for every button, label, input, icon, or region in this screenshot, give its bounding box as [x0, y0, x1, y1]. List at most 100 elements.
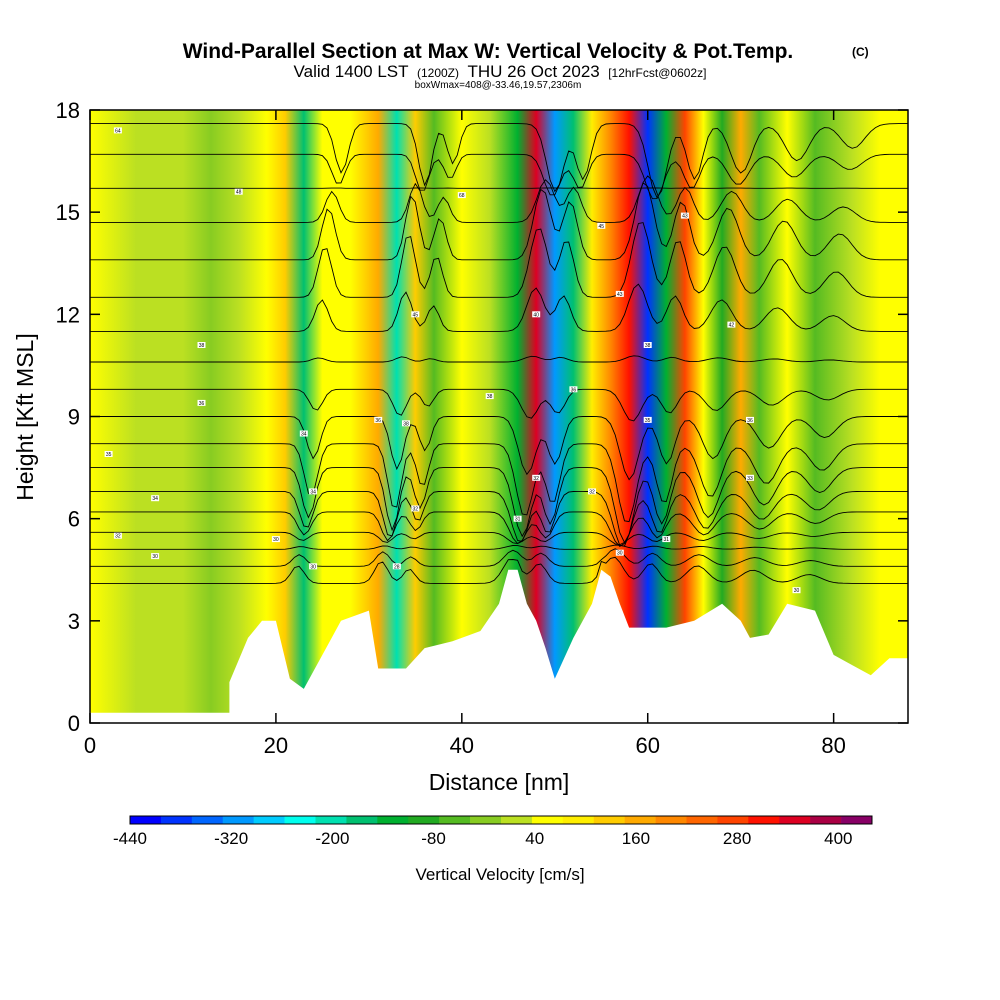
contour-label: 30 — [273, 537, 279, 543]
theta-contour — [90, 548, 908, 567]
subtitle-forecast: [12hrFcst@0602z] — [608, 66, 706, 80]
colorbar-swatch — [408, 816, 440, 824]
theta-contour — [90, 531, 908, 546]
contour-label-bg — [662, 536, 671, 543]
contour-label-bg — [271, 536, 280, 543]
colorbar-swatch — [501, 816, 533, 824]
contour-label-bg — [792, 587, 801, 594]
theta-contour — [90, 467, 908, 544]
contour-label: 32 — [589, 489, 595, 495]
contour-label-bg — [485, 393, 494, 400]
contour-label: 36 — [375, 418, 381, 424]
colorbar — [129, 815, 873, 825]
contour-label: 30 — [794, 588, 800, 594]
contour-label-bg — [411, 505, 420, 512]
contour-label-bg — [643, 342, 652, 348]
theta-contour — [90, 355, 908, 363]
contour-label-bg — [374, 416, 383, 423]
contour-label-bg — [532, 474, 541, 481]
contour-label-bg — [746, 416, 754, 423]
theta-contour — [90, 388, 908, 422]
contour-label: 40 — [533, 312, 539, 318]
contour-label-bg — [643, 416, 652, 423]
colorbar-swatch — [284, 816, 316, 824]
contour-label: 35 — [645, 418, 651, 424]
contour-label-bg — [309, 488, 318, 495]
colorbar-swatch — [253, 816, 285, 824]
colorbar-swatch — [470, 816, 502, 824]
theta-contour — [90, 222, 908, 298]
contour-label-bg — [597, 222, 606, 229]
colorbar-swatch — [191, 816, 224, 824]
colorbar-swatch — [748, 816, 780, 824]
contour-label: 34 — [152, 496, 158, 502]
contour-label: 35 — [106, 452, 112, 458]
colorbar-swatch — [346, 816, 378, 824]
colorbar-tick-label: 40 — [525, 829, 544, 848]
colorbar-swatch — [655, 816, 687, 824]
contour-label: 36 — [747, 418, 753, 424]
y-axis-label: Height [Kft MSL] — [12, 333, 38, 500]
subtitle-date: THU 26 Oct 2023 — [467, 62, 599, 81]
theta-contour — [90, 182, 908, 261]
y-tick-label: 15 — [56, 200, 80, 225]
theta-contours — [90, 123, 908, 584]
contour-label: 32 — [115, 534, 121, 540]
contour-label: 30 — [310, 564, 316, 570]
chart-subtitle: Valid 1400 LST (1200Z) THU 26 Oct 2023 [… — [294, 62, 707, 81]
contour-label-bg — [513, 515, 522, 522]
theta-contour — [90, 416, 908, 481]
y-tick-label: 6 — [68, 507, 80, 532]
colorbar-swatch — [377, 816, 409, 824]
contour-label: 43 — [682, 214, 688, 220]
x-axis-label: Distance [nm] — [429, 769, 570, 795]
theta-contour — [90, 153, 908, 200]
colorbar-swatch — [315, 816, 347, 824]
x-tick-label: 20 — [264, 733, 288, 758]
contour-label: 64 — [115, 128, 121, 134]
colorbar-tick-label: -320 — [214, 829, 248, 848]
contour-label-bg — [532, 311, 541, 318]
colorbar-tick-label: 400 — [824, 829, 852, 848]
contour-label-bg — [746, 474, 754, 481]
theta-contour — [90, 283, 908, 332]
colorbar-label: Vertical Velocity [cm/s] — [415, 865, 584, 884]
contour-label: 68 — [459, 193, 465, 199]
contour-label: 31 — [664, 537, 670, 543]
colorbar-swatch — [160, 816, 193, 824]
colorbar-swatch — [439, 816, 471, 824]
contour-label-bg — [309, 563, 318, 570]
contour-label-bg — [680, 212, 689, 219]
contour-label: 43 — [617, 292, 623, 298]
plot-area: 64 48 68 45 43 38 45 40 43 38 42 36 36 38 38 36 35 36 35 34… — [90, 110, 908, 723]
contour-label-bg — [104, 451, 113, 457]
chart-title: Wind-Parallel Section at Max W: Vertical… — [183, 40, 794, 63]
colorbar-swatch — [593, 816, 625, 824]
theta-contour — [90, 443, 908, 523]
y-tick-label: 18 — [56, 98, 80, 123]
contour-label-bg — [411, 311, 420, 318]
colorbar-swatch — [624, 816, 656, 824]
contour-label-bg — [197, 399, 206, 406]
contour-label-bg — [113, 127, 122, 134]
contour-label-bg — [615, 290, 624, 297]
subtitle-valid: Valid 1400 LST — [294, 62, 409, 81]
colorbar-tick-label: -80 — [421, 829, 446, 848]
chart-subtitle-box: boxWmax=408@-33.46,19.57,2306m — [415, 80, 582, 91]
colorbar-tick-label: -200 — [315, 829, 349, 848]
colorbar-swatch — [562, 816, 595, 824]
contour-label: 38 — [487, 394, 493, 400]
contour-label-bg — [113, 532, 122, 539]
y-tick-label: 9 — [68, 405, 80, 430]
contour-label: 33 — [747, 476, 753, 482]
y-tick-label: 3 — [68, 609, 80, 634]
theta-contour — [90, 544, 908, 550]
colorbar-swatch — [222, 816, 254, 824]
contour-label-bg — [151, 495, 160, 502]
theta-contour — [90, 511, 908, 547]
terrain-mask — [90, 569, 908, 723]
contour-labels: 64 48 68 45 43 38 45 40 43 38 42 36 36 38 38 36 35 36 35 34… — [104, 127, 801, 594]
contour-label: 45 — [413, 312, 419, 318]
